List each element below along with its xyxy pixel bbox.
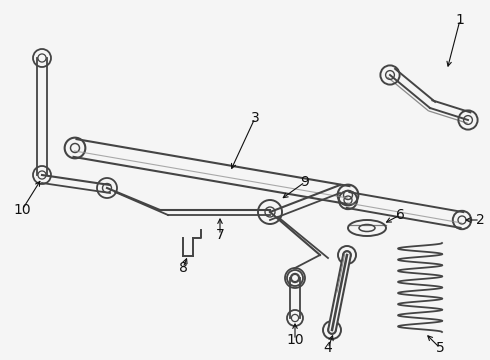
- Text: 9: 9: [300, 175, 310, 189]
- Text: 5: 5: [436, 341, 444, 355]
- Text: 10: 10: [13, 203, 31, 217]
- Text: 4: 4: [323, 341, 332, 355]
- Text: 1: 1: [456, 13, 465, 27]
- Text: 3: 3: [250, 111, 259, 125]
- Text: 2: 2: [476, 213, 485, 227]
- Text: 8: 8: [178, 261, 188, 275]
- Text: 10: 10: [286, 333, 304, 347]
- Text: 6: 6: [395, 208, 404, 222]
- Text: 7: 7: [216, 228, 224, 242]
